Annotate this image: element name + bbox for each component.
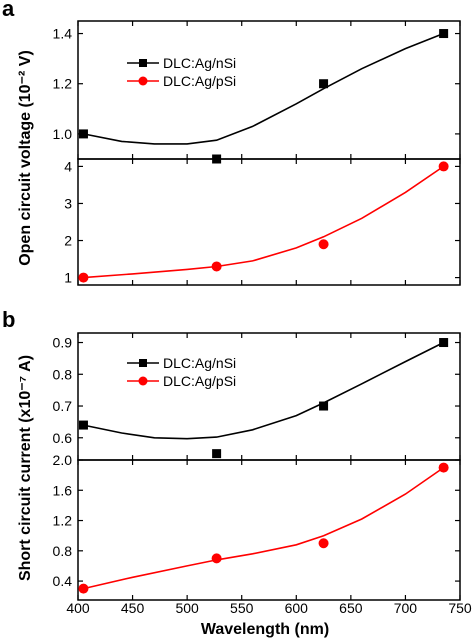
fit-line-p0-s0-0 [83, 32, 444, 145]
y-tick-label-p0-s1-2: 3 [64, 195, 72, 211]
plot-frame-p1-s0 [77, 332, 461, 461]
plot-frame-p0-s1 [77, 158, 461, 286]
y-tick-label-p0-s0-1: 1.2 [53, 76, 73, 92]
legend-marker-0-0 [139, 59, 147, 67]
y-tick-label-p1-s0-0: 0.6 [53, 430, 73, 446]
legend-marker-1-1 [138, 376, 148, 386]
y-tick-label-p0-s1-3: 4 [64, 158, 72, 174]
data-point-p0-s0-0-2 [319, 79, 329, 89]
y-tick-label-p1-s1-0: 0.4 [53, 573, 73, 589]
y-tick-label-p1-s0-1: 0.7 [53, 398, 73, 414]
x-tick-label-3: 550 [230, 600, 254, 616]
data-point-p1-s1-0-3 [438, 462, 449, 473]
y-tick-label-p1-s1-1: 0.8 [53, 543, 73, 559]
panel-label-b: b [2, 307, 15, 332]
y-tick-label-p1-s0-3: 0.9 [53, 335, 73, 351]
y-tick-label-p0-s0-0: 1.0 [53, 126, 73, 142]
data-point-p1-s1-0-2 [318, 538, 329, 549]
x-tick-label-2: 500 [175, 600, 199, 616]
data-point-p0-s1-0-1 [211, 261, 222, 272]
data-point-p1-s1-0-0 [78, 583, 89, 594]
y-tick-label-p1-s1-3: 1.6 [53, 482, 73, 498]
panel-label-a: a [2, 0, 15, 21]
y-tick-label-p1-s1-4: 2.0 [53, 452, 73, 468]
x-tick-label-6: 700 [394, 600, 418, 616]
fit-line-p1-s1-0 [83, 466, 445, 590]
y-tick-label-p0-s0-2: 1.4 [53, 26, 73, 42]
y-axis-label-a: Open circuit voltage (10⁻² V) [17, 50, 34, 266]
x-tick-label-4: 600 [285, 600, 309, 616]
data-point-p0-s1-0-0 [78, 272, 89, 283]
y-axis-label-b: Short circuit current (x10⁻⁷ A) [17, 355, 34, 581]
plot-frame-p0-s0 [77, 20, 461, 160]
data-point-p0-s0-0-3 [439, 29, 449, 39]
x-tick-label-5: 650 [339, 600, 363, 616]
legend-label-0-1: DLC:Ag/pSi [163, 73, 236, 89]
data-point-p1-s0-0-2 [319, 401, 329, 411]
plot-layer: 1.0 1.2 1.4 1 2 3 4 0.6 0.7 0.8 0.9 0.4 0.8 1.2 1.6 2.0… [53, 20, 472, 616]
data-point-p1-s1-0-1 [211, 553, 222, 564]
legend-label-0-0: DLC:Ag/nSi [163, 55, 236, 71]
legend-marker-1-0 [139, 359, 147, 367]
y-tick-label-p0-s1-1: 2 [64, 233, 72, 249]
x-tick-label-7: 750 [448, 600, 472, 616]
data-point-p0-s1-0-3 [438, 161, 449, 172]
data-point-p1-s0-0-1 [212, 449, 222, 459]
y-tick-label-p0-s1-0: 1 [64, 270, 72, 286]
y-tick-label-p1-s1-2: 1.2 [53, 513, 73, 529]
data-point-p1-s0-0-3 [439, 338, 449, 348]
data-point-p1-s0-0-0 [78, 420, 88, 430]
legend-marker-0-1 [138, 76, 148, 86]
x-tick-label-1: 450 [121, 600, 145, 616]
y-tick-label-p1-s0-2: 0.8 [53, 366, 73, 382]
x-axis-label: Wavelength (nm) [201, 621, 329, 638]
fit-line-p1-s0-0 [83, 341, 444, 440]
x-tick-label-0: 400 [66, 600, 90, 616]
legend-label-1-1: DLC:Ag/pSi [163, 373, 236, 389]
data-point-p0-s1-0-2 [318, 239, 329, 250]
data-point-p0-s0-0-0 [78, 129, 88, 139]
fit-line-p0-s1-0 [83, 165, 445, 279]
plot-frame-p1-s1 [77, 459, 461, 601]
legend-label-1-0: DLC:Ag/nSi [163, 355, 236, 371]
